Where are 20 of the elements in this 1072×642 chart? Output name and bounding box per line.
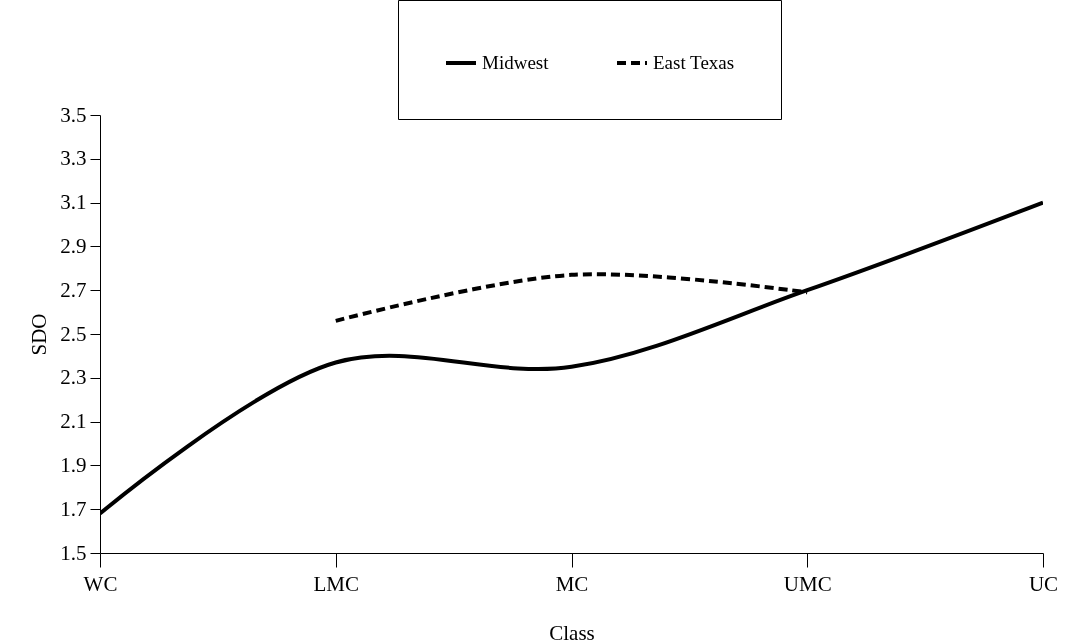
x-tick-label: UMC bbox=[783, 571, 832, 596]
y-tick-label: 3.3 bbox=[60, 146, 87, 171]
legend-label: Midwest bbox=[482, 52, 550, 73]
y-tick-label: 1.5 bbox=[60, 540, 87, 565]
y-tick-label: 2.9 bbox=[60, 233, 87, 258]
x-tick-label: UC bbox=[1028, 571, 1059, 596]
x-tick-label: LMC bbox=[313, 571, 360, 596]
y-axis-title: SDO bbox=[27, 313, 52, 356]
x-tick-label: MC bbox=[555, 571, 589, 596]
y-tick-label: 1.9 bbox=[60, 452, 87, 477]
y-tick-label: 2.7 bbox=[60, 277, 87, 302]
y-tick-label: 3.1 bbox=[60, 190, 87, 215]
y-tick-label: 2.5 bbox=[60, 321, 87, 346]
legend-label: East Texas bbox=[653, 52, 735, 73]
y-tick-label: 2.1 bbox=[60, 409, 87, 434]
y-tick-label: 2.3 bbox=[60, 365, 87, 390]
x-tick-label: WC bbox=[83, 571, 118, 596]
x-axis-title: Class bbox=[549, 620, 595, 642]
y-tick-label: 3.5 bbox=[60, 102, 87, 127]
y-tick-label: 1.7 bbox=[60, 496, 87, 521]
